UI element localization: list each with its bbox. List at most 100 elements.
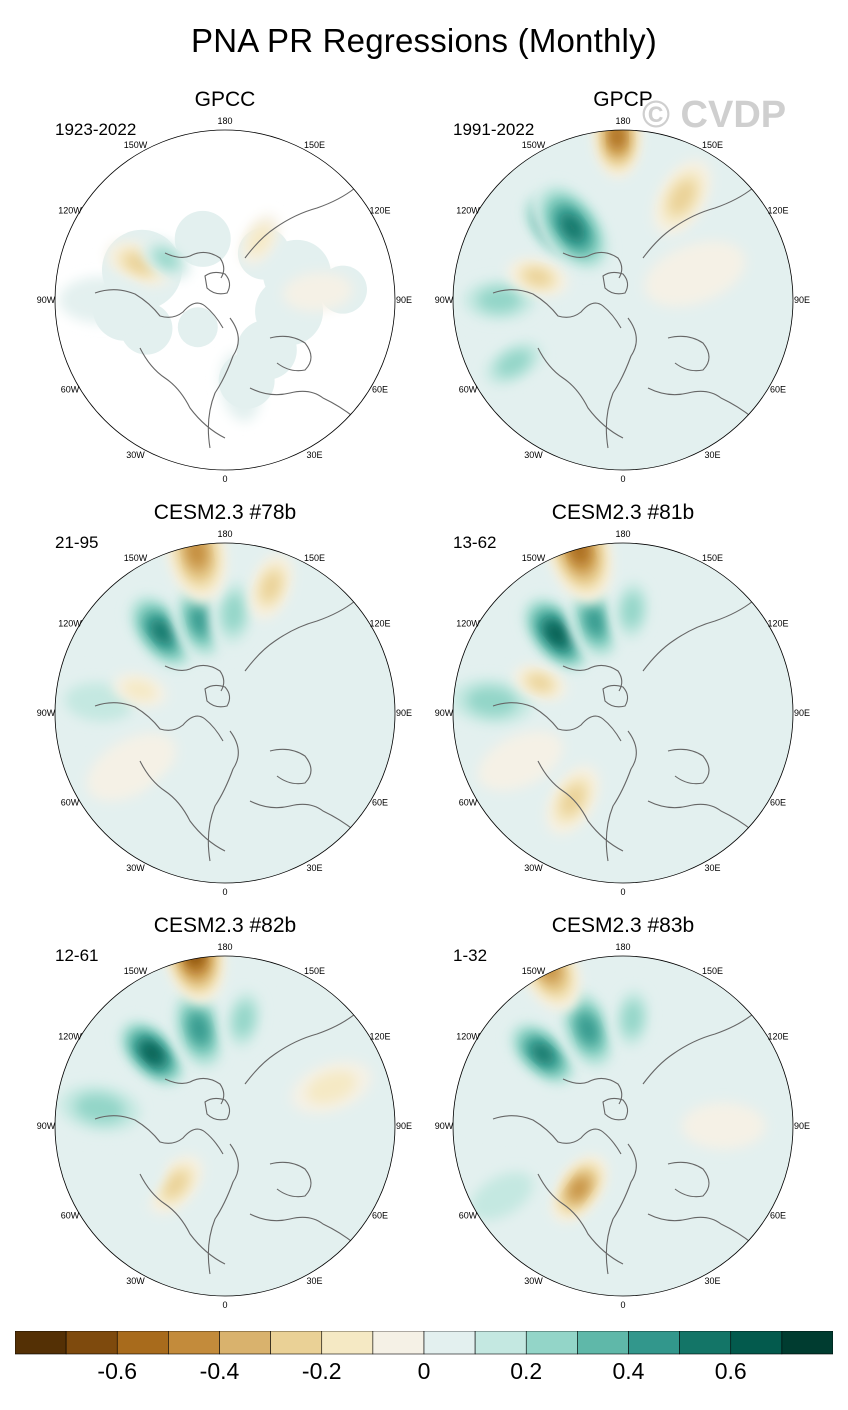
coastline — [249, 387, 356, 419]
colorbar-box — [628, 1331, 680, 1355]
coastline — [204, 1097, 231, 1121]
panel-title: CESM2.3 #81b — [551, 501, 695, 524]
anomaly-contour — [122, 679, 157, 701]
anomaly-contour — [571, 1179, 588, 1199]
lon-label: 60E — [770, 385, 786, 395]
anomaly-contour — [578, 1015, 597, 1043]
panel-title: CESM2.3 #82b — [153, 914, 297, 937]
lon-label: 30E — [306, 863, 322, 873]
lon-label: 120W — [58, 619, 82, 629]
lon-label: 180 — [615, 116, 630, 126]
coastline — [94, 289, 224, 329]
coastline — [602, 684, 629, 708]
lon-label: 90W — [37, 295, 56, 305]
colorbar-box — [679, 1331, 732, 1355]
coastline — [537, 1173, 624, 1265]
anomaly-contour — [163, 1171, 188, 1198]
colorbar-box — [270, 1331, 323, 1355]
lon-label: 180 — [217, 529, 232, 539]
lon-label: 30E — [704, 450, 720, 460]
figure-title: PNA PR Regressions (Monthly) — [191, 22, 657, 59]
lon-label: 30W — [524, 1276, 543, 1286]
lon-label: 180 — [217, 116, 232, 126]
anomaly-contour — [190, 1015, 208, 1043]
map-panel: GPCC 1923-2022 180 150E 120E 90E 60E 30E 0 30W 60W… — [37, 88, 435, 488]
lon-label: 150E — [702, 140, 723, 150]
anomaly-contour — [261, 571, 281, 602]
lon-label: 0 — [222, 887, 227, 897]
lon-label: 0 — [620, 1300, 625, 1310]
anomaly-contour — [282, 272, 353, 312]
coastline — [94, 1115, 224, 1155]
anomaly-contour — [587, 608, 603, 635]
colorbar-box — [781, 1331, 833, 1355]
lon-label: 120E — [768, 206, 789, 216]
coastline — [605, 730, 637, 862]
colorbar: -0.6 -0.4 -0.2 0 0.2 0.4 0.6 — [15, 1331, 833, 1384]
polar-map: 180 150E 120E 90E 60E 30E 0 30W 60W 90W 120W 150W — [435, 942, 810, 1310]
lon-label: 60W — [61, 385, 80, 395]
colorbar-box — [15, 1331, 67, 1355]
coastline — [164, 251, 225, 279]
lon-label: 150W — [522, 553, 546, 563]
polar-map: 180 150E 120E 90E 60E 30E 0 30W 60W 90W 120W 150W — [37, 942, 412, 1310]
colorbar-tick-label: 0.6 — [715, 1358, 747, 1384]
panel-title: CESM2.3 #83b — [551, 914, 695, 937]
colorbar-box — [730, 1331, 783, 1355]
lon-label: 30W — [524, 450, 543, 460]
anomaly-contour — [466, 687, 517, 716]
lon-label: 60E — [372, 798, 388, 808]
coastline — [605, 317, 637, 449]
lon-label: 120E — [768, 1032, 789, 1042]
anomaly-contour — [470, 1172, 534, 1221]
panel-title: GPCC — [194, 88, 256, 111]
coastline — [647, 387, 754, 419]
anomaly-contour — [233, 1002, 254, 1037]
coastline — [204, 271, 231, 295]
lon-label: 90W — [435, 1121, 454, 1131]
map-border — [54, 542, 396, 884]
colorbar-box — [474, 1331, 527, 1355]
map-border — [452, 542, 794, 884]
lon-label: 30W — [524, 863, 543, 873]
land-region — [177, 307, 218, 348]
lon-label: 0 — [222, 1300, 227, 1310]
lon-label: 180 — [217, 942, 232, 952]
lon-label: 90W — [435, 295, 454, 305]
panel-years: 1923-2022 — [55, 120, 137, 139]
lon-label: 90E — [396, 1121, 412, 1131]
anomaly-contour — [155, 249, 178, 268]
colorbar-box — [577, 1331, 629, 1355]
coastline — [139, 1173, 226, 1265]
colorbar-box — [219, 1331, 271, 1355]
coastline — [269, 1161, 312, 1198]
colorbar-box — [65, 1331, 118, 1355]
lon-label: 150W — [124, 553, 148, 563]
colorbar-tick-label: 0.4 — [613, 1358, 645, 1384]
anomaly-contour — [548, 625, 565, 643]
panel-years: 13-62 — [453, 533, 497, 552]
anomaly-contour — [223, 594, 245, 632]
panel-title: GPCP — [593, 88, 653, 111]
anomaly-contour — [192, 607, 209, 634]
panel-years: 1991-2022 — [453, 120, 535, 139]
anomaly-contour — [644, 240, 746, 307]
map-panel: CESM2.3 #83b 1-32 180 150E 120E 90E 60E 30E 0 30W… — [435, 914, 833, 1314]
anomaly-contour — [453, 1075, 548, 1133]
colorbar-tick-label: -0.6 — [97, 1358, 137, 1384]
lon-label: 90W — [37, 1121, 56, 1131]
panel-title: CESM2.3 #78b — [153, 501, 297, 524]
lon-label: 120E — [370, 1032, 391, 1042]
colorbar-box — [423, 1331, 476, 1355]
land-region — [174, 210, 231, 267]
coastline — [94, 702, 224, 742]
polar-map: 180 150E 120E 90E 60E 30E 0 30W 60W 90W 120W 150W — [37, 529, 412, 897]
lon-label: 60W — [459, 798, 478, 808]
coastline — [537, 760, 624, 852]
anomaly-contour — [523, 268, 552, 286]
coastline — [207, 1143, 239, 1275]
lon-label: 30E — [306, 1276, 322, 1286]
lon-label: 150E — [702, 553, 723, 563]
panel-years: 21-95 — [55, 533, 99, 552]
anomaly-contour — [477, 730, 564, 791]
